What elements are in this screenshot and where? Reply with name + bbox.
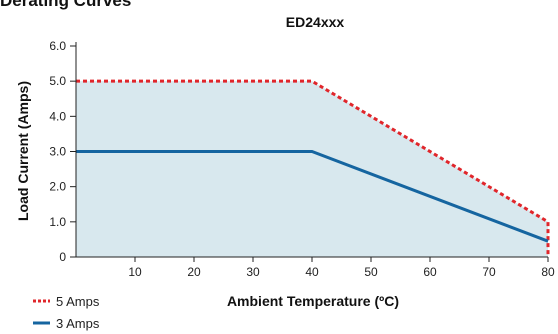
x-tick-label: 70 <box>482 265 496 279</box>
safe-operating-area <box>76 81 548 258</box>
x-axis-title: Ambient Temperature (ºC) <box>227 293 399 309</box>
x-tick-label: 40 <box>305 265 319 279</box>
x-tick-label: 30 <box>246 265 260 279</box>
y-tick-label: 3.0 <box>49 145 66 159</box>
series-line-5-amps <box>76 79 550 257</box>
y-tick-label: 1.0 <box>49 215 66 229</box>
y-axis-title: Load Current (Amps) <box>15 81 31 221</box>
series-line-3-amps <box>76 150 549 243</box>
x-tick-label: 80 <box>541 265 555 279</box>
y-ticks: 0 1.0 2.0 3.0 4.0 5.0 6.0 <box>49 39 76 264</box>
y-tick-label: 4.0 <box>49 109 66 123</box>
legend: 5 Amps 3 Amps <box>33 294 100 331</box>
chart-title: ED24xxx <box>286 14 345 30</box>
y-tick-label: 5.0 <box>49 74 66 88</box>
legend-label: 5 Amps <box>56 294 100 309</box>
y-tick-label: 6.0 <box>49 39 66 53</box>
x-tick-label: 20 <box>187 265 201 279</box>
x-tick-label: 60 <box>423 265 437 279</box>
page-heading: Derating Curves <box>0 0 132 10</box>
x-tick-label: 50 <box>364 265 378 279</box>
legend-label: 3 Amps <box>56 316 100 331</box>
x-tick-label: 10 <box>128 265 142 279</box>
y-tick-label: 2.0 <box>49 180 66 194</box>
y-tick-label: 0 <box>59 250 66 264</box>
x-ticks: 10 20 30 40 50 60 70 80 <box>128 257 555 279</box>
